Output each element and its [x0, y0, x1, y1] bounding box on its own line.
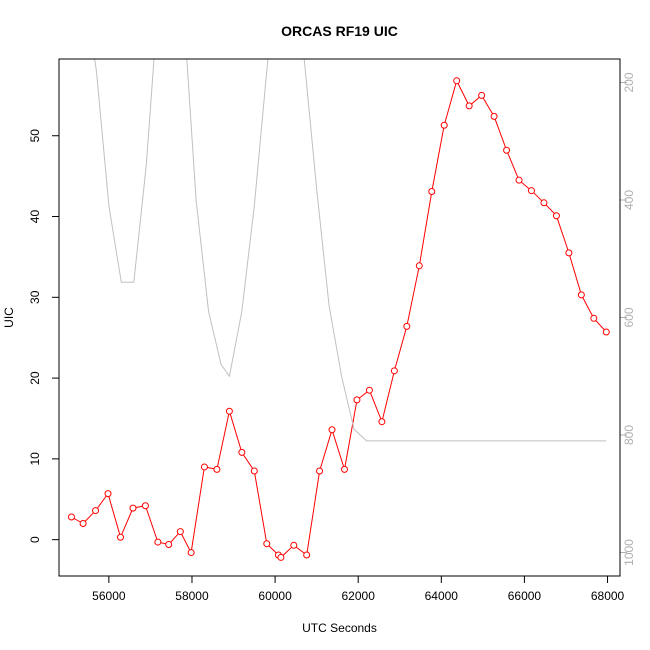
data-point	[263, 540, 271, 548]
y-tick-label: 0	[28, 536, 42, 543]
x-axis-label: UTC Seconds	[302, 621, 377, 635]
data-point	[213, 465, 221, 473]
data-point	[250, 467, 258, 475]
data-point	[303, 551, 311, 559]
x-tick-label: 62000	[342, 589, 376, 603]
data-point	[540, 199, 548, 207]
data-point	[465, 102, 473, 110]
y-axis-label: UIC	[2, 307, 16, 328]
x-tick-label: 60000	[258, 589, 292, 603]
data-point	[277, 553, 285, 561]
series-line-right	[94, 59, 607, 442]
data-point	[390, 367, 398, 375]
data-point	[453, 77, 461, 85]
x-tick-label: 56000	[92, 589, 126, 603]
data-point	[353, 396, 361, 404]
data-point	[503, 146, 511, 154]
data-point	[225, 407, 233, 415]
series-line-left	[71, 79, 607, 559]
data-point	[552, 212, 560, 220]
data-point	[176, 528, 184, 536]
data-point	[117, 533, 125, 541]
y-tick-label: 50	[28, 129, 42, 143]
data-point	[67, 513, 75, 521]
data-point	[478, 91, 486, 99]
data-point	[154, 538, 162, 546]
data-point	[141, 502, 149, 510]
data-point	[515, 176, 523, 184]
y-tick-label: 10	[28, 452, 42, 466]
data-point	[403, 322, 411, 330]
data-point	[565, 249, 573, 257]
y2-tick-label: 1000	[622, 539, 636, 566]
x-tick-label: 68000	[591, 589, 625, 603]
x-tick-label: 66000	[508, 589, 542, 603]
data-point	[328, 426, 336, 434]
plot-frame	[58, 58, 621, 577]
x-tick-label: 64000	[425, 589, 459, 603]
data-point	[316, 467, 324, 475]
plot-area	[67, 59, 610, 561]
data-point	[490, 112, 498, 120]
data-point	[602, 328, 610, 336]
y2-tick-label: 600	[622, 307, 636, 327]
data-point	[365, 386, 373, 394]
data-point	[129, 504, 137, 512]
chart-title: ORCAS RF19 UIC	[281, 23, 398, 39]
data-point	[104, 490, 112, 498]
y2-tick-label: 400	[622, 190, 636, 210]
data-point	[187, 549, 195, 557]
x-tick-label: 58000	[175, 589, 209, 603]
data-point	[290, 541, 298, 549]
data-point	[577, 291, 585, 299]
data-point	[415, 262, 423, 270]
data-point	[165, 540, 173, 548]
x-axis: 56000 58000 60000 62000 64000 66000 68000	[92, 575, 625, 603]
data-point	[590, 314, 598, 322]
y-tick-label: 30	[28, 290, 42, 304]
data-point	[92, 507, 100, 515]
y-tick-label: 40	[28, 210, 42, 224]
data-point	[378, 418, 386, 426]
data-point	[527, 187, 535, 195]
data-point	[340, 465, 348, 473]
data-point	[440, 121, 448, 129]
y2-tick-label: 800	[622, 425, 636, 445]
data-point	[200, 463, 208, 471]
data-point	[428, 187, 436, 195]
y-tick-label: 20	[28, 371, 42, 385]
data-point	[238, 448, 246, 456]
y-axis: 0 10 20 30 40 50	[28, 129, 59, 543]
data-point	[79, 519, 87, 527]
y2-tick-label: 200	[622, 72, 636, 92]
y2-axis: 200 400 600 800 1000	[619, 72, 636, 566]
